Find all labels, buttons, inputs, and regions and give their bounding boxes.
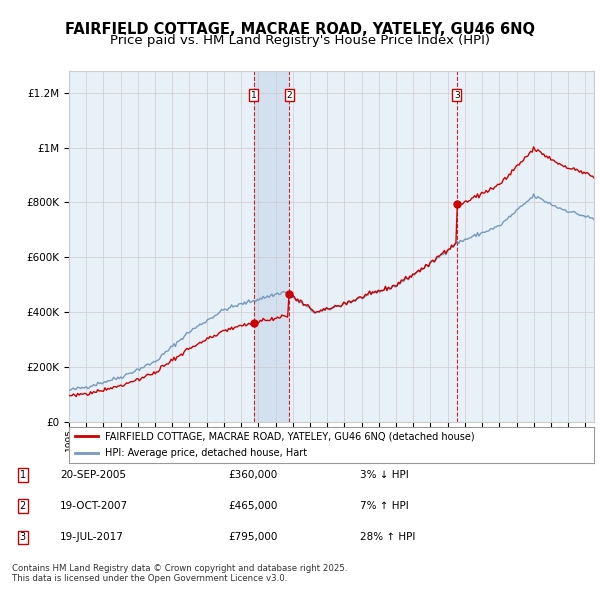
Text: Price paid vs. HM Land Registry's House Price Index (HPI): Price paid vs. HM Land Registry's House … [110, 34, 490, 47]
Bar [254, 71, 289, 422]
Text: £360,000: £360,000 [228, 470, 277, 480]
Text: HPI: Average price, detached house, Hart: HPI: Average price, detached house, Hart [105, 448, 307, 458]
Text: 19-OCT-2007: 19-OCT-2007 [60, 502, 128, 511]
Text: 2: 2 [286, 91, 292, 100]
Text: FAIRFIELD COTTAGE, MACRAE ROAD, YATELEY, GU46 6NQ: FAIRFIELD COTTAGE, MACRAE ROAD, YATELEY,… [65, 22, 535, 37]
Text: Contains HM Land Registry data © Crown copyright and database right 2025.
This d: Contains HM Land Registry data © Crown c… [12, 563, 347, 583]
Text: 20-SEP-2005: 20-SEP-2005 [60, 470, 126, 480]
Text: £795,000: £795,000 [228, 533, 277, 542]
Text: 7% ↑ HPI: 7% ↑ HPI [360, 502, 409, 511]
Text: 3% ↓ HPI: 3% ↓ HPI [360, 470, 409, 480]
Text: FAIRFIELD COTTAGE, MACRAE ROAD, YATELEY, GU46 6NQ (detached house): FAIRFIELD COTTAGE, MACRAE ROAD, YATELEY,… [105, 431, 475, 441]
Text: 1: 1 [20, 470, 26, 480]
Text: 2: 2 [20, 502, 26, 511]
Text: 3: 3 [20, 533, 26, 542]
Text: 19-JUL-2017: 19-JUL-2017 [60, 533, 124, 542]
Text: 28% ↑ HPI: 28% ↑ HPI [360, 533, 415, 542]
Text: 1: 1 [251, 91, 256, 100]
Text: 3: 3 [454, 91, 460, 100]
Text: £465,000: £465,000 [228, 502, 277, 511]
